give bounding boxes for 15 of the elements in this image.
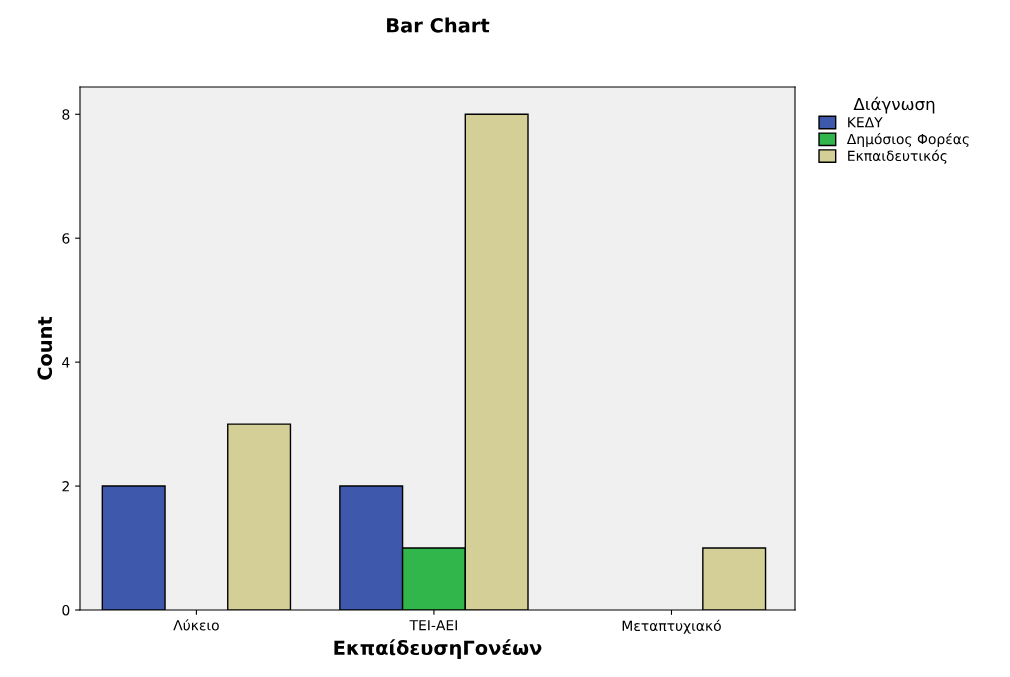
x-tick-label: ΤΕΙ-ΑΕΙ — [409, 620, 457, 631]
legend-label: Εκπαιδευτικός — [848, 149, 947, 164]
y-tick-label: 0 — [62, 604, 70, 616]
y-tick-label: 8 — [62, 109, 70, 120]
legend-title: Διάγνωση — [853, 96, 935, 114]
y-tick-label: 6 — [62, 233, 70, 244]
y-tick-label: 2 — [62, 481, 69, 492]
chart-title: Bar Chart — [387, 17, 490, 33]
y-tick-label: 4 — [62, 357, 70, 368]
x-tick-label: Μεταπτυχιακό — [622, 619, 721, 634]
x-tick-label: Λύκειο — [173, 619, 219, 631]
legend-label: ΚΕΔΥ — [848, 117, 883, 128]
legend-label: Δημόσιος Φορέας — [846, 132, 969, 147]
y-axis-title: Count — [37, 316, 53, 380]
x-axis-title: ΕκπαίδευσηΓονέων — [334, 639, 542, 659]
